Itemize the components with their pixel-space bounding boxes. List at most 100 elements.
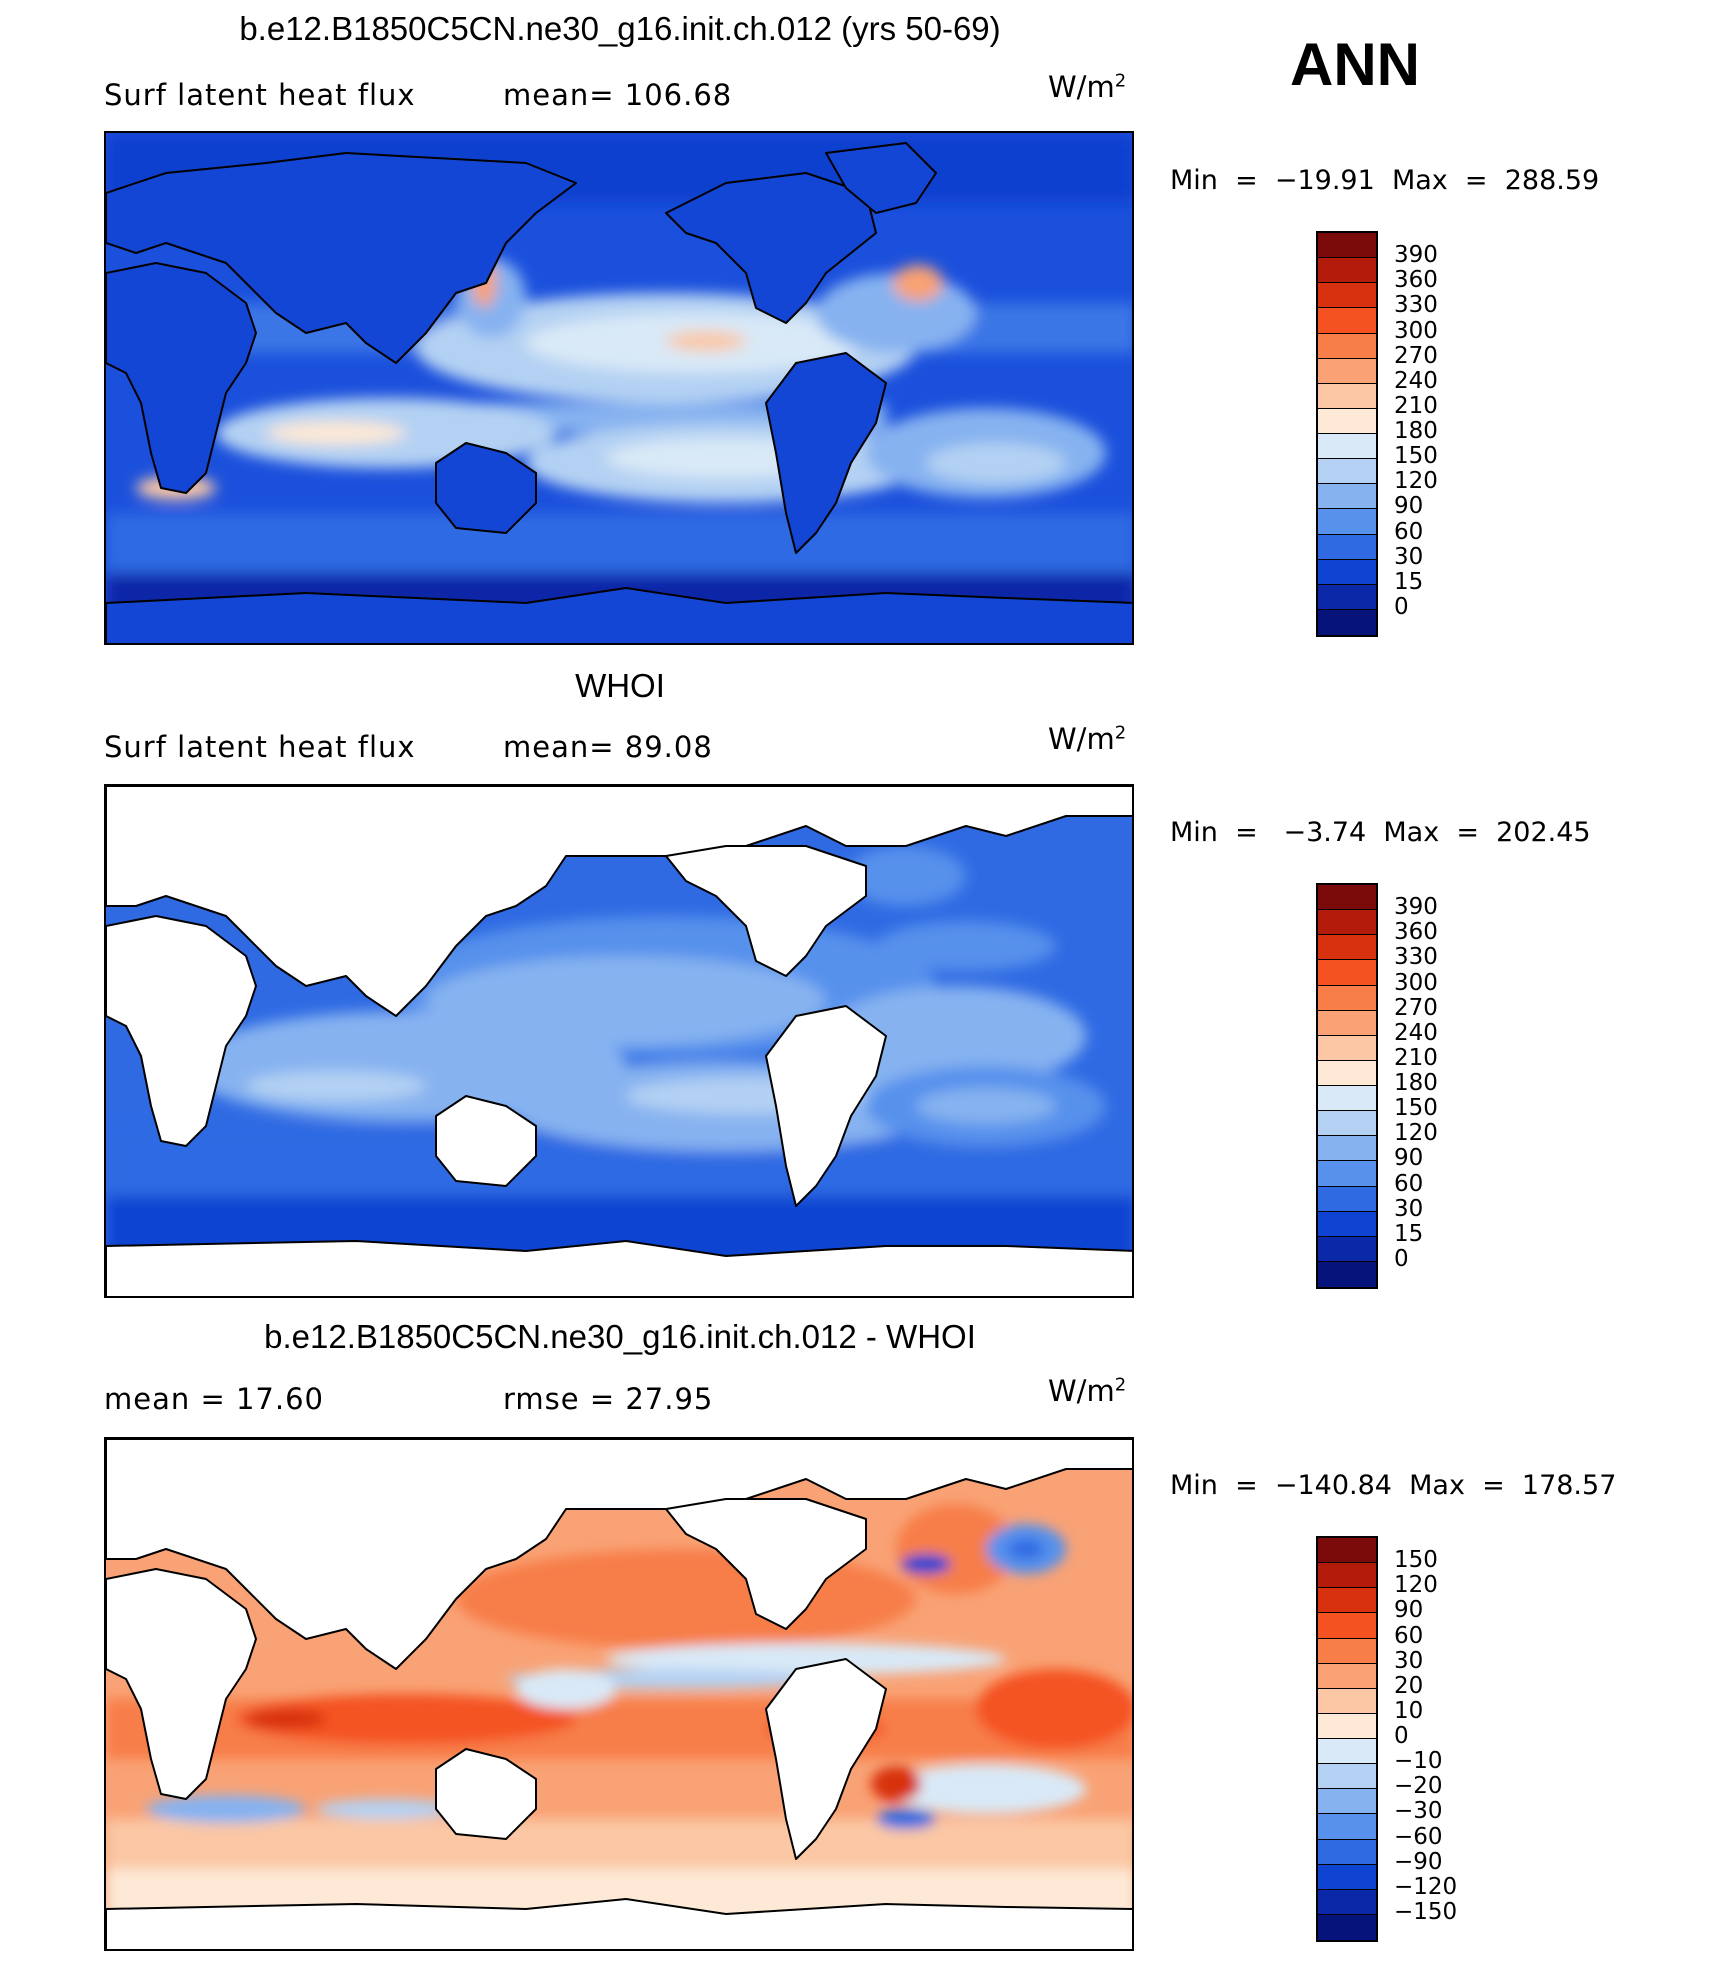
colorbar-swatch — [1318, 434, 1376, 460]
colorbar-swatch — [1318, 1161, 1376, 1187]
colorbar-tick-label: 180 — [1394, 418, 1438, 444]
colorbar-swatch — [1318, 1111, 1376, 1137]
colorbar-swatch — [1318, 1035, 1376, 1061]
colorbar-tick-label: 120 — [1394, 1120, 1438, 1147]
mean-label-diff: mean = 17.60 — [104, 1382, 324, 1416]
colorbar-tick-label: 30 — [1394, 1195, 1424, 1222]
colorbar-swatch — [1318, 559, 1376, 585]
map-model-field — [106, 133, 1132, 643]
colorbar-model — [1316, 231, 1378, 637]
variable-label-model: Surf latent heat flux — [104, 78, 416, 112]
colorbar-tick-label: −10 — [1394, 1748, 1443, 1775]
colorbar-tick-label: 390 — [1394, 894, 1438, 921]
colorbar-swatch — [1318, 1613, 1376, 1639]
colorbar-tick-label: 30 — [1394, 1647, 1424, 1674]
colorbar-swatch — [1318, 584, 1376, 610]
colorbar-swatch — [1318, 1010, 1376, 1036]
colorbar-swatch — [1318, 1236, 1376, 1262]
colorbar-tick-label: 330 — [1394, 292, 1438, 319]
colorbar-swatch — [1318, 1839, 1376, 1865]
colorbar-tick-label: 20 — [1394, 1672, 1424, 1699]
colorbar-tick-label: 360 — [1394, 919, 1438, 946]
colorbar-swatch — [1318, 534, 1376, 560]
colorbar-tick-label: −60 — [1394, 1823, 1443, 1850]
colorbar-swatch — [1318, 1739, 1376, 1765]
colorbar-tick-label: 15 — [1394, 568, 1424, 595]
map-obs-field — [106, 786, 1132, 1296]
season-label: ANN — [1290, 31, 1420, 98]
colorbar-swatch — [1318, 1563, 1376, 1589]
colorbar-tick-label: 60 — [1394, 1170, 1424, 1197]
colorbar-tick-label: 300 — [1394, 317, 1438, 344]
colorbar-swatch — [1318, 1889, 1376, 1915]
colorbar-swatch — [1318, 1688, 1376, 1714]
map-obs — [104, 784, 1134, 1298]
colorbar-swatch — [1318, 1789, 1376, 1815]
colorbar-tick-label: 240 — [1394, 367, 1438, 394]
colorbar-swatch — [1318, 1538, 1376, 1564]
colorbar-swatch — [1318, 1638, 1376, 1664]
mean-label-obs: mean= 89.08 — [503, 730, 713, 764]
colorbar-tick-label: 10 — [1394, 1697, 1424, 1724]
colorbar-tick-label: 0 — [1394, 1723, 1409, 1749]
colorbar-swatch — [1318, 1060, 1376, 1086]
map-model — [104, 131, 1134, 645]
colorbar-tick-label: −20 — [1394, 1773, 1443, 1800]
panel-title-obs: WHOI — [575, 667, 665, 704]
colorbar-tick-label: −120 — [1394, 1873, 1458, 1900]
colorbar-swatch — [1318, 1211, 1376, 1237]
colorbar-swatch — [1318, 1136, 1376, 1162]
colorbar-swatch — [1318, 408, 1376, 434]
minmax-label-diff: Min = −140.84 Max = 178.57 — [1170, 1470, 1617, 1501]
colorbar-swatch — [1318, 1186, 1376, 1212]
colorbar-swatch — [1318, 308, 1376, 334]
colorbar-swatch — [1318, 910, 1376, 936]
colorbar-tick-label: 390 — [1394, 242, 1438, 269]
colorbar-swatch — [1318, 1914, 1376, 1940]
colorbar-tick-label: −150 — [1394, 1898, 1458, 1925]
colorbar-tick-label: 210 — [1394, 392, 1438, 419]
panel-title-model: b.e12.B1850C5CN.ne30_g16.init.ch.012 (yr… — [239, 10, 1001, 47]
colorbar-tick-label: 300 — [1394, 969, 1438, 996]
colorbar-swatch — [1318, 985, 1376, 1011]
units-label-model: W/m2 — [1048, 70, 1127, 104]
colorbar-tick-label: 330 — [1394, 944, 1438, 971]
map-diff-field — [106, 1439, 1132, 1949]
colorbar-swatch — [1318, 1764, 1376, 1790]
colorbar-swatch — [1318, 960, 1376, 986]
colorbar-tick-label: 0 — [1394, 593, 1409, 620]
colorbar-swatch — [1318, 935, 1376, 961]
colorbar-swatch — [1318, 1261, 1376, 1287]
variable-label-obs: Surf latent heat flux — [104, 730, 416, 764]
colorbar-obs — [1316, 883, 1378, 1289]
colorbar-tick-label: 180 — [1394, 1070, 1438, 1096]
units-label-obs: W/m2 — [1048, 722, 1127, 756]
colorbar-swatch — [1318, 509, 1376, 535]
colorbar-swatch — [1318, 358, 1376, 384]
colorbar-swatch — [1318, 1814, 1376, 1840]
colorbar-tick-label: −30 — [1394, 1798, 1443, 1825]
colorbar-tick-label: 150 — [1394, 443, 1438, 470]
colorbar-tick-label: 120 — [1394, 468, 1438, 495]
colorbar-tick-label: 90 — [1394, 1597, 1424, 1624]
colorbar-diff — [1316, 1536, 1378, 1942]
rmse-label-diff: rmse = 27.95 — [503, 1382, 714, 1416]
colorbar-swatch — [1318, 283, 1376, 309]
colorbar-tick-label: −90 — [1394, 1848, 1443, 1875]
colorbar-swatch — [1318, 484, 1376, 510]
colorbar-tick-label: 150 — [1394, 1547, 1438, 1574]
colorbar-swatch — [1318, 1663, 1376, 1689]
colorbar-swatch — [1318, 885, 1376, 911]
colorbar-swatch — [1318, 233, 1376, 259]
map-diff — [104, 1437, 1134, 1951]
colorbar-swatch — [1318, 1588, 1376, 1614]
colorbar-tick-label: 90 — [1394, 1145, 1424, 1172]
colorbar-tick-label: 60 — [1394, 518, 1424, 545]
mean-label-model: mean= 106.68 — [503, 78, 733, 112]
colorbar-swatch — [1318, 609, 1376, 635]
colorbar-swatch — [1318, 383, 1376, 409]
colorbar-swatch — [1318, 1086, 1376, 1112]
colorbar-tick-label: 360 — [1394, 267, 1438, 294]
minmax-label-obs: Min = −3.74 Max = 202.45 — [1170, 817, 1591, 848]
panel-title-diff: b.e12.B1850C5CN.ne30_g16.init.ch.012 - W… — [264, 1318, 976, 1355]
